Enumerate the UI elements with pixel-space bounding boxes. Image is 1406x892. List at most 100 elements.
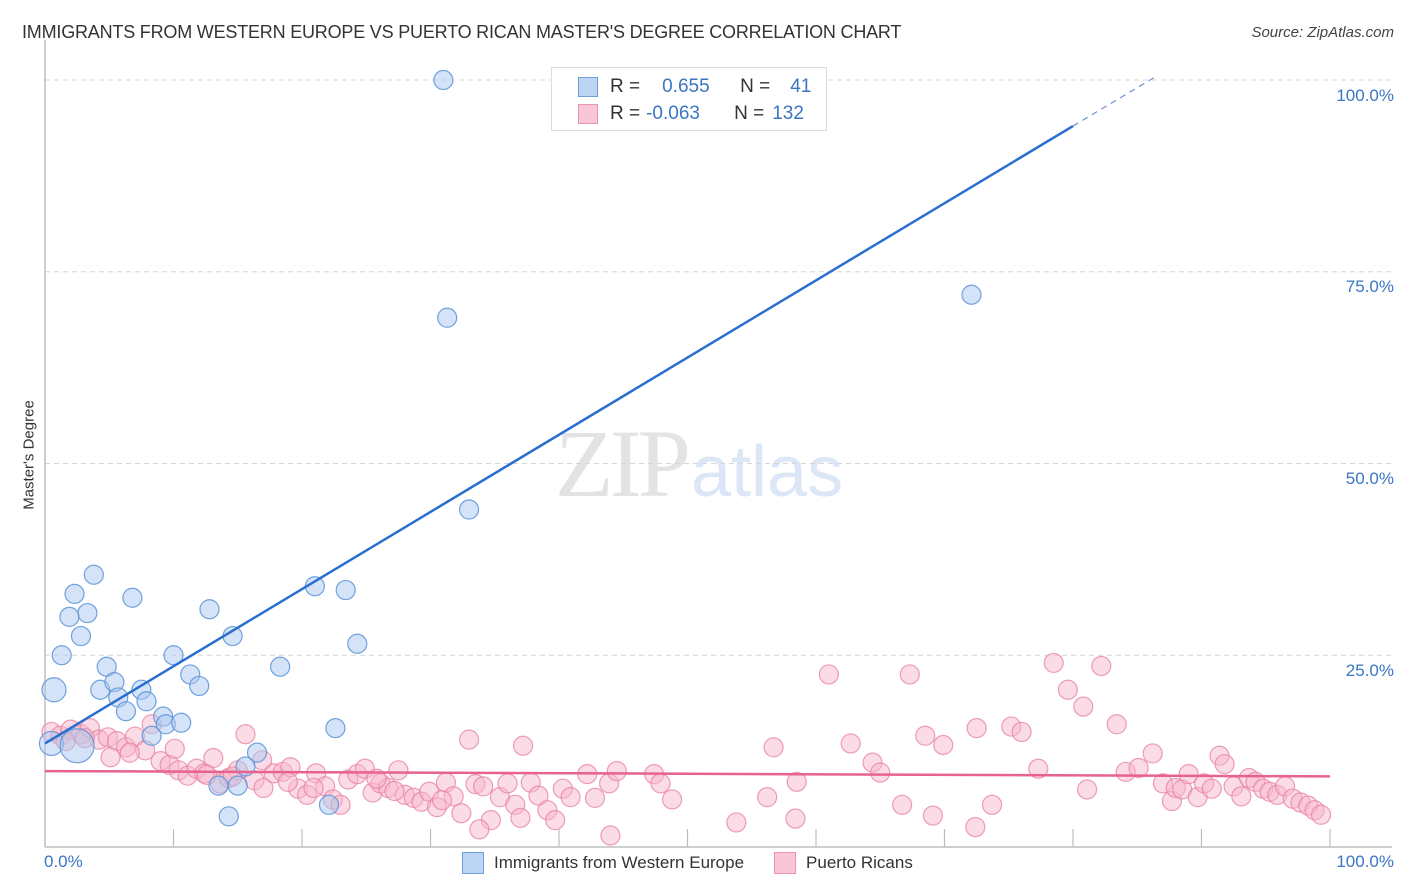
r-value: 0.655 bbox=[662, 76, 710, 97]
data-point bbox=[384, 780, 405, 802]
data-point bbox=[1077, 779, 1098, 800]
data-point bbox=[458, 499, 480, 520]
data-point bbox=[189, 675, 210, 697]
data-point bbox=[1028, 758, 1049, 779]
western-europe-points bbox=[38, 69, 982, 827]
y-tick-100: 100.0% bbox=[1336, 86, 1394, 105]
legend-label: Puerto Ricans bbox=[806, 853, 913, 872]
legend-item-western-europe[interactable]: Immigrants from Western Europe bbox=[462, 852, 744, 874]
data-point bbox=[388, 760, 409, 781]
data-point bbox=[141, 725, 162, 746]
data-point bbox=[818, 664, 839, 685]
data-point bbox=[64, 583, 85, 604]
data-point bbox=[1201, 778, 1222, 799]
data-point bbox=[163, 645, 184, 666]
data-point bbox=[1214, 754, 1235, 775]
legend-row-western-europe: R = 0.655 N = 41 bbox=[578, 75, 811, 99]
data-point bbox=[1057, 679, 1078, 700]
source-credit: Source: ZipAtlas.com bbox=[1251, 24, 1394, 41]
data-point bbox=[303, 777, 324, 799]
data-point bbox=[512, 735, 534, 756]
data-point bbox=[100, 747, 121, 768]
data-point bbox=[431, 790, 453, 811]
data-point bbox=[497, 773, 518, 794]
data-point bbox=[510, 807, 531, 828]
data-point bbox=[891, 794, 913, 815]
data-point bbox=[437, 307, 458, 328]
y-tick-50: 50.0% bbox=[1345, 469, 1394, 488]
western-europe-trendline-extension bbox=[1072, 75, 1157, 127]
data-point bbox=[763, 737, 784, 758]
x-tick-100: 100.0% bbox=[1336, 852, 1394, 871]
data-point bbox=[961, 284, 982, 305]
r-label: R = bbox=[610, 103, 641, 124]
data-point bbox=[965, 816, 986, 838]
data-point bbox=[1073, 696, 1094, 717]
blue-swatch-icon bbox=[462, 852, 484, 874]
legend-label: Immigrants from Western Europe bbox=[494, 853, 745, 872]
trendlines bbox=[44, 75, 1331, 778]
data-point bbox=[1231, 786, 1252, 807]
axes bbox=[44, 40, 1392, 848]
blue-swatch-icon bbox=[578, 77, 598, 97]
data-point bbox=[70, 625, 92, 647]
data-point bbox=[347, 633, 368, 654]
data-point bbox=[119, 742, 140, 763]
x-tick-0: 0.0% bbox=[44, 852, 83, 871]
data-point bbox=[528, 785, 549, 806]
data-point bbox=[458, 729, 480, 750]
data-point bbox=[51, 645, 72, 666]
data-point bbox=[545, 810, 566, 831]
data-point bbox=[136, 691, 157, 712]
data-point bbox=[560, 787, 581, 808]
data-point bbox=[786, 771, 807, 792]
data-point bbox=[115, 701, 137, 722]
data-point bbox=[366, 768, 387, 789]
data-point bbox=[922, 805, 944, 826]
y-axis-label: Master's Degree bbox=[20, 400, 38, 510]
data-point bbox=[325, 718, 346, 739]
data-point bbox=[1091, 655, 1112, 677]
data-point bbox=[650, 773, 671, 794]
data-point bbox=[600, 825, 621, 846]
data-point bbox=[199, 599, 220, 620]
n-value: 41 bbox=[790, 76, 812, 97]
data-point bbox=[335, 579, 356, 601]
data-point bbox=[757, 787, 778, 808]
data-point bbox=[1310, 804, 1332, 825]
puerto-ricans-trendline bbox=[44, 769, 1331, 778]
data-point bbox=[606, 760, 627, 782]
data-point bbox=[661, 789, 683, 810]
gridlines bbox=[45, 79, 1392, 656]
data-point bbox=[785, 808, 806, 829]
data-point bbox=[1106, 714, 1127, 735]
western-europe-trendline bbox=[44, 124, 1074, 745]
data-point bbox=[235, 724, 256, 745]
data-point bbox=[1043, 652, 1064, 674]
data-point bbox=[966, 718, 987, 739]
data-point bbox=[227, 775, 248, 796]
data-point bbox=[584, 787, 606, 809]
data-point bbox=[451, 803, 472, 824]
data-point bbox=[840, 733, 861, 754]
data-point bbox=[208, 775, 229, 796]
data-point bbox=[870, 762, 891, 783]
data-point bbox=[933, 734, 954, 756]
pink-swatch-icon bbox=[774, 852, 797, 874]
data-point bbox=[83, 564, 104, 585]
data-point bbox=[473, 776, 494, 797]
y-tick-25: 25.0% bbox=[1345, 661, 1394, 680]
series-legend: Immigrants from Western Europe Puerto Ri… bbox=[462, 852, 943, 874]
data-point bbox=[59, 728, 95, 764]
data-point bbox=[318, 794, 340, 815]
r-label: R = bbox=[610, 76, 641, 97]
data-point bbox=[469, 819, 490, 840]
chart-title: IMMIGRANTS FROM WESTERN EUROPE VS PUERTO… bbox=[22, 22, 902, 42]
data-point bbox=[1178, 764, 1199, 785]
legend-item-puerto-ricans[interactable]: Puerto Ricans bbox=[774, 852, 913, 874]
data-point bbox=[171, 712, 192, 733]
data-point bbox=[899, 664, 920, 685]
data-point bbox=[203, 747, 224, 769]
data-point bbox=[253, 777, 274, 799]
